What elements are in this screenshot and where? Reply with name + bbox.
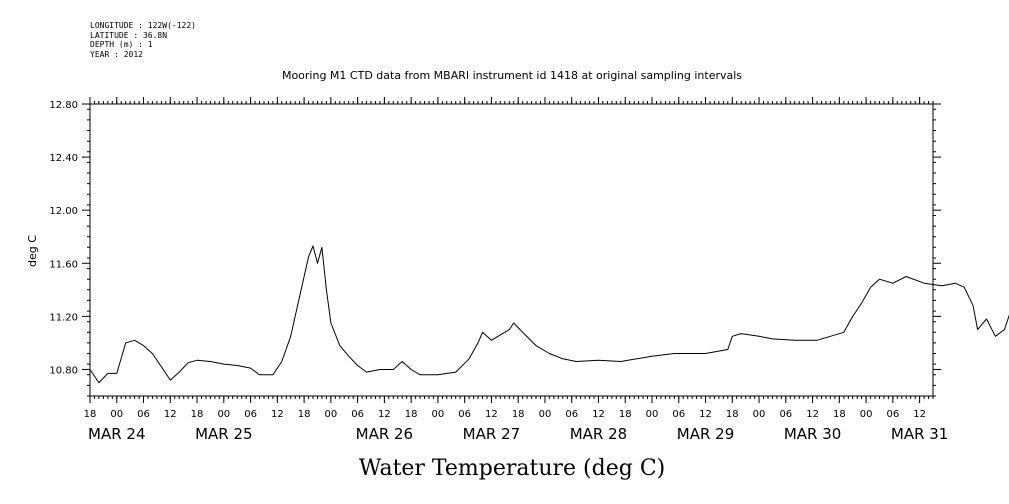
x-hour-label: 18 [191,409,204,420]
x-hour-label: 06 [351,409,364,420]
x-axis-label: Water Temperature (deg C) [359,456,666,481]
y-axis-label: deg C [26,235,39,267]
y-tick-label: 12.40 [49,153,78,164]
x-day-label: MAR 27 [463,425,520,443]
x-hour-label: 00 [110,409,123,420]
x-hour-label: 00 [646,409,659,420]
chart-title: Mooring M1 CTD data from MBARI instrumen… [282,69,742,82]
minor-ticks [87,101,936,399]
y-tick-label: 10.80 [49,365,78,376]
x-hour-label: 00 [217,409,230,420]
x-day-label: MAR 31 [891,425,948,443]
x-hour-label: 12 [699,409,712,420]
x-hour-label: 12 [806,409,819,420]
x-hour-label: 06 [886,409,899,420]
x-hour-label: 12 [592,409,605,420]
x-hour-label: 06 [244,409,257,420]
longitude-label: LONGITUDE : 122W(-122) [90,21,196,30]
y-tick-label: 12.80 [49,100,78,111]
x-hour-label: 06 [779,409,792,420]
x-day-label: MAR 29 [677,425,734,443]
x-day-label: MAR 30 [784,425,841,443]
x-hour-label: 12 [271,409,284,420]
x-hour-label: 18 [298,409,311,420]
y-tick-label: 11.20 [49,312,78,323]
x-hour-label: 00 [432,409,445,420]
latitude-label: LATITUDE : 36.8N [90,30,168,40]
x-hour-label: 06 [137,409,150,420]
x-hour-label: 00 [539,409,552,420]
x-hour-label: 18 [833,409,846,420]
x-hour-label: 18 [619,409,632,420]
x-hour-label: 18 [512,409,525,420]
x-hour-label: 12 [164,409,177,420]
x-hour-label: 06 [565,409,578,420]
minor-tick-marks [87,101,936,399]
depth-label: DEPTH (m) : 1 [90,40,153,49]
x-hour-label: 18 [84,409,97,420]
year-label: YEAR : 2012 [90,49,143,59]
x-hour-label: 12 [378,409,391,420]
plot-frame [89,103,934,397]
x-hour-label: 18 [405,409,418,420]
y-tick-label: 11.60 [49,259,78,270]
x-hour-label: 00 [860,409,873,420]
x-hour-label: 06 [458,409,471,420]
x-day-label: MAR 28 [570,425,627,443]
y-axis: 10.80 11.20 11.60 12.00 12.40 12.80 [49,100,941,376]
x-day-label: MAR 24 [88,425,145,443]
y-tick-label: 12.00 [49,206,78,217]
x-hour-label: 06 [672,409,685,420]
water-temperature-line [89,245,1009,384]
x-day-label: MAR 25 [195,425,252,443]
x-hour-label: 00 [753,409,766,420]
x-day-label: MAR 26 [356,425,413,443]
x-hour-label: 00 [324,409,337,420]
metadata-block: LONGITUDE : 122W(-122) LATITUDE : 36.8N DE… [90,21,196,59]
x-hour-label: 12 [913,409,926,420]
x-hour-label: 18 [726,409,739,420]
x-hour-label: 12 [485,409,498,420]
x-axis: 18 00 06 12 18 00 06 12 18 00 06 12 18 00 06 12 18 00 06 12… [84,97,948,443]
